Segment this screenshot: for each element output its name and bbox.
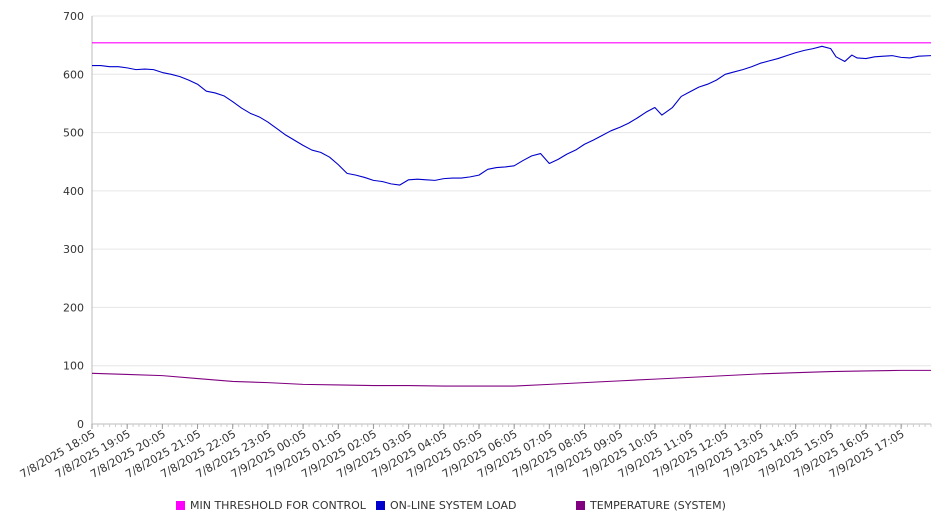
series-lines: [91, 42, 932, 387]
grid-lines: [92, 15, 931, 367]
legend: MIN THRESHOLD FOR CONTROL ON-LINE SYSTEM …: [176, 499, 726, 512]
y-tick-label: 700: [63, 10, 84, 23]
axes: [91, 16, 932, 429]
y-tick-label: 600: [63, 68, 84, 81]
legend-label: MIN THRESHOLD FOR CONTROL: [190, 499, 367, 512]
y-tick-label: 500: [63, 127, 84, 140]
legend-label: TEMPERATURE (SYSTEM): [589, 499, 726, 512]
y-tick-labels: 0 100 200 300 400 500 600 700: [63, 10, 84, 431]
y-tick-label: 200: [63, 301, 84, 314]
legend-swatch: [576, 501, 585, 510]
y-tick-label: 100: [63, 360, 84, 373]
y-tick-label: 300: [63, 243, 84, 256]
y-tick-label: 400: [63, 185, 84, 198]
series-line-2: [91, 369, 931, 387]
legend-swatch: [176, 501, 185, 510]
legend-swatch: [376, 501, 385, 510]
x-tick-labels: 7/8/2025 18:057/8/2025 19:057/8/2025 20:…: [18, 427, 907, 481]
y-tick-label: 0: [77, 418, 84, 431]
series-line-1: [92, 45, 932, 186]
legend-label: ON-LINE SYSTEM LOAD: [390, 499, 516, 512]
